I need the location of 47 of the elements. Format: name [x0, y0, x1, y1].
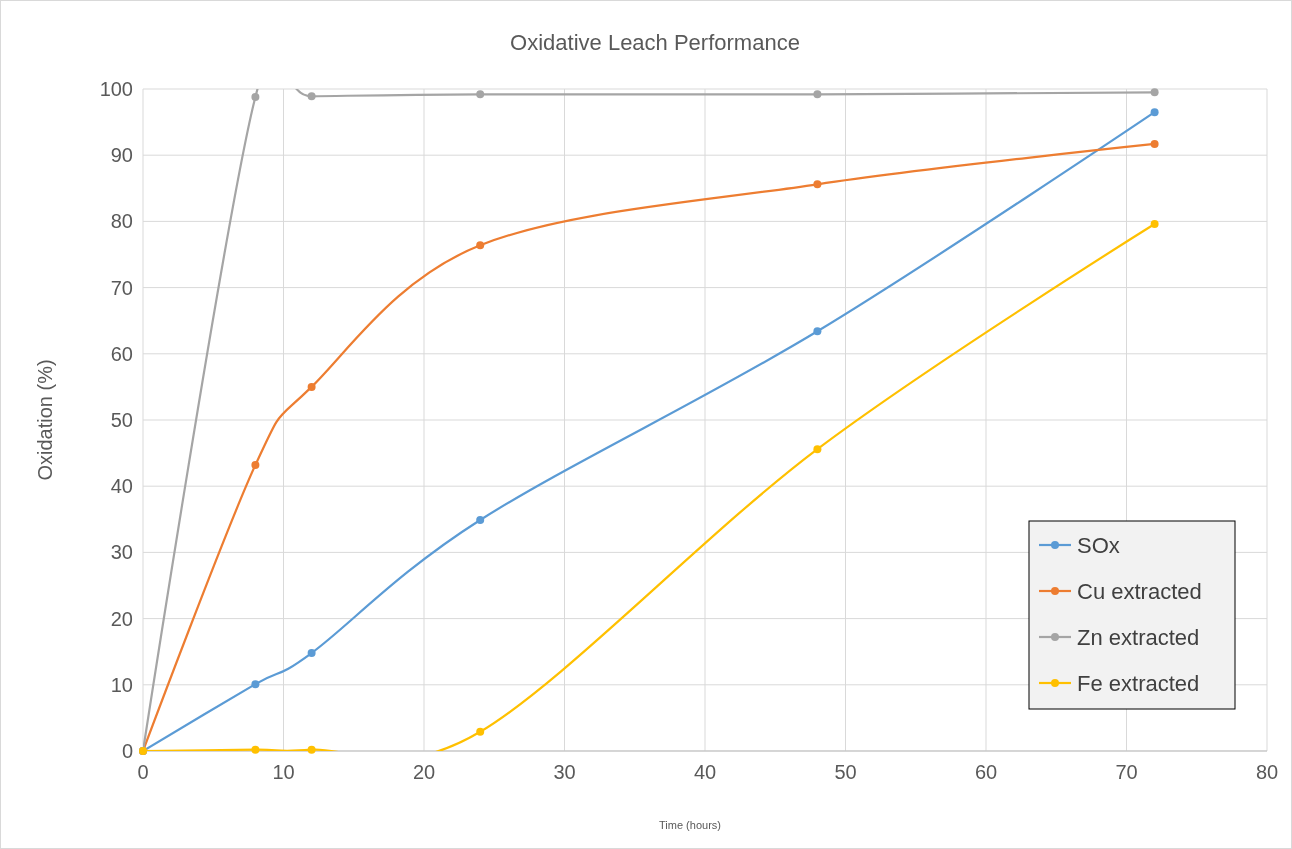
y-tick-label: 50 [110, 409, 133, 431]
point [813, 90, 822, 99]
point [1150, 220, 1159, 229]
x-tick-label: 70 [1115, 761, 1138, 783]
y-tick-label: 0 [121, 740, 133, 762]
y-tick-label: 100 [99, 78, 133, 100]
x-tick-label: 20 [412, 761, 436, 783]
point [307, 745, 316, 754]
x-tick-label: 30 [553, 761, 576, 783]
point [476, 241, 485, 250]
y-tick-label: 80 [110, 210, 133, 233]
point [476, 727, 485, 736]
y-tick-label: 10 [110, 673, 133, 696]
point [476, 515, 485, 524]
point [307, 649, 316, 658]
x-tick-label: 60 [974, 761, 998, 783]
y-tick-label: 20 [110, 607, 133, 630]
point [307, 92, 316, 101]
point [813, 445, 822, 454]
legend-label: Cu extracted [1077, 578, 1202, 604]
point [1150, 139, 1159, 148]
point [251, 92, 260, 101]
point [251, 745, 260, 754]
legend-label: SOx [1077, 532, 1120, 558]
y-tick-label: 70 [110, 276, 133, 299]
y-tick-label: 90 [110, 144, 133, 167]
point [1150, 88, 1159, 97]
x-tick-label: 10 [272, 761, 295, 783]
x-tick-label: 40 [693, 761, 717, 783]
point [813, 180, 822, 189]
x-tick-label: 0 [137, 761, 149, 783]
chart-title: Oxidative Leach Performance [510, 30, 800, 55]
y-tick-label: 60 [110, 342, 133, 365]
y-tick-label: 30 [110, 541, 133, 564]
point [307, 382, 316, 391]
point [251, 461, 260, 470]
point [251, 680, 260, 689]
legend-label: Zn extracted [1077, 624, 1200, 650]
x-tick-label: 80 [1255, 761, 1279, 783]
x-tick-label: 50 [834, 761, 857, 783]
y-tick-label: 40 [110, 475, 133, 498]
point [476, 90, 485, 99]
point [1150, 108, 1159, 117]
point [813, 327, 822, 336]
x-axis-title: Time (hours) [659, 819, 721, 831]
legend-label: Fe extracted [1077, 670, 1200, 696]
y-axis-title: Oxidation (%) [34, 359, 56, 481]
